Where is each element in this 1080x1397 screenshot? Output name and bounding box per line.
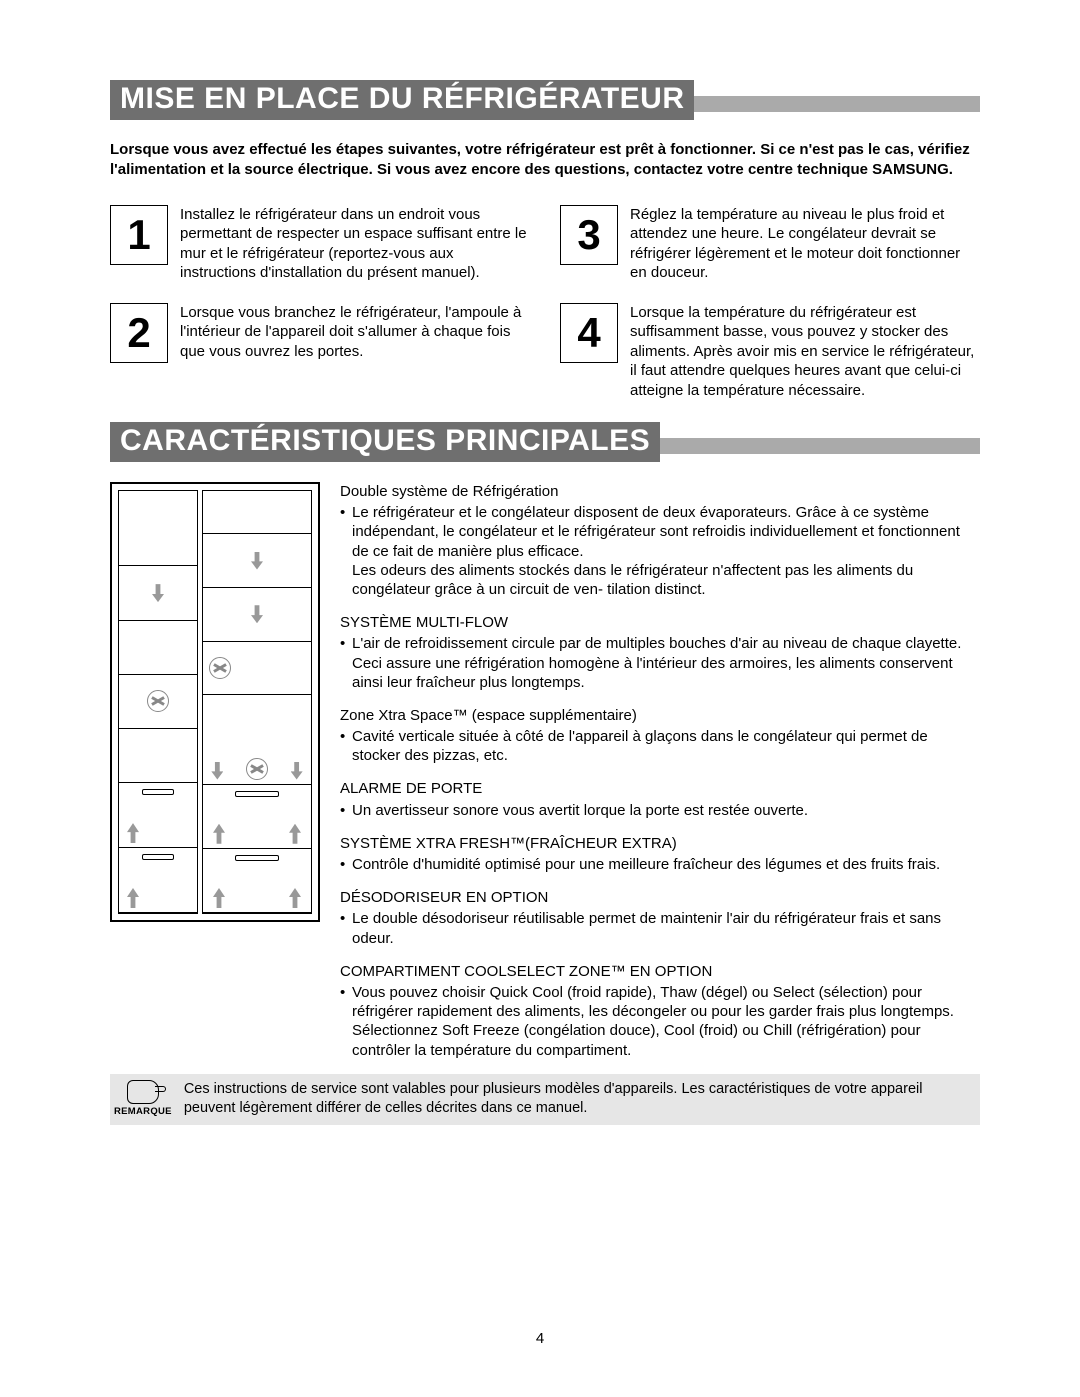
airflow-arrow-down-icon	[211, 762, 223, 780]
fan-icon	[209, 657, 231, 679]
banner-title-setup: MISE EN PLACE DU RÉFRIGÉRATEUR	[110, 80, 694, 120]
step-3: 3 Réglez la température au niveau le plu…	[560, 205, 980, 283]
feature-title: Zone Xtra Space™ (espace supplémentaire)	[340, 706, 980, 725]
feature-title: COMPARTIMENT COOLSELECT ZONE™ EN OPTION	[340, 962, 980, 981]
airflow-arrow-up-icon	[213, 888, 225, 908]
step-text: Lorsque la température du réfrigérateur …	[630, 303, 980, 401]
banner-title-features: CARACTÉRISTIQUES PRINCIPALES	[110, 422, 660, 462]
step-number-box: 3	[560, 205, 618, 265]
intro-paragraph: Lorsque vous avez effectué les étapes su…	[110, 140, 980, 181]
feature-coolselect: COMPARTIMENT COOLSELECT ZONE™ EN OPTION …	[340, 962, 980, 1060]
pointing-hand-icon	[127, 1080, 159, 1104]
bullet-icon: •	[340, 634, 352, 692]
feature-body: Les odeurs des aliments stockés dans le …	[340, 561, 980, 599]
feature-body: Contrôle d'humidité optimisé pour une me…	[352, 855, 940, 874]
feature-multi-flow: SYSTÈME MULTI-FLOW •L'air de refroidisse…	[340, 613, 980, 692]
feature-body: Le réfrigérateur et le congélateur dispo…	[352, 503, 980, 561]
feature-xtra-fresh: SYSTÈME XTRA FRESH™(FRAÎCHEUR EXTRA) •Co…	[340, 834, 980, 874]
feature-deodorizer: DÉSODORISEUR EN OPTION •Le double désodo…	[340, 888, 980, 948]
feature-body: Un avertisseur sonore vous avertit lorqu…	[352, 801, 808, 820]
steps-col-right: 3 Réglez la température au niveau le plu…	[560, 205, 980, 401]
feature-body: Cavité verticale située à côté de l'appa…	[352, 727, 980, 765]
airflow-arrow-up-icon	[213, 824, 225, 844]
step-number-box: 1	[110, 205, 168, 265]
feature-dual-cooling: Double système de Réfrigération •Le réfr…	[340, 482, 980, 599]
section-banner-setup: MISE EN PLACE DU RÉFRIGÉRATEUR	[110, 80, 980, 122]
airflow-arrow-down-icon	[152, 584, 164, 602]
page-number: 4	[0, 1330, 1080, 1347]
bullet-icon: •	[340, 855, 352, 874]
section-banner-features: CARACTÉRISTIQUES PRINCIPALES	[110, 422, 980, 464]
airflow-arrow-down-icon	[251, 552, 263, 570]
bullet-icon: •	[340, 503, 352, 561]
feature-body: Le double désodoriseur réutilisable perm…	[352, 909, 980, 947]
bullet-icon: •	[340, 801, 352, 820]
steps-grid: 1 Installez le réfrigérateur dans un end…	[110, 205, 980, 401]
bullet-icon: •	[340, 909, 352, 947]
step-text: Lorsque vous branchez le réfrigéra­teur,…	[180, 303, 530, 363]
features-wrap: Double système de Réfrigération •Le réfr…	[110, 482, 980, 1066]
feature-body: L'air de refroidissement circule par de …	[352, 634, 980, 692]
airflow-arrow-up-icon	[289, 824, 301, 844]
fan-icon	[147, 690, 169, 712]
fan-icon	[246, 758, 268, 780]
fridge-figure	[110, 482, 320, 1066]
fridge-box	[110, 482, 320, 922]
feature-title: ALARME DE PORTE	[340, 779, 980, 798]
airflow-arrow-down-icon	[291, 762, 303, 780]
remark-box: REMARQUE Ces instructions de service son…	[110, 1074, 980, 1125]
airflow-arrow-up-icon	[127, 823, 139, 843]
step-number-box: 2	[110, 303, 168, 363]
bullet-icon: •	[340, 727, 352, 765]
remark-label: REMARQUE	[114, 1106, 172, 1117]
steps-col-left: 1 Installez le réfrigérateur dans un end…	[110, 205, 530, 401]
freezer-compartment	[118, 490, 198, 914]
feature-xtra-space: Zone Xtra Space™ (espace supplémentaire)…	[340, 706, 980, 766]
feature-title: Double système de Réfrigération	[340, 482, 980, 501]
feature-title: SYSTÈME XTRA FRESH™(FRAÎCHEUR EXTRA)	[340, 834, 980, 853]
step-text: Réglez la température au niveau le plus …	[630, 205, 980, 283]
step-1: 1 Installez le réfrigérateur dans un end…	[110, 205, 530, 283]
airflow-arrow-down-icon	[251, 605, 263, 623]
bullet-icon: •	[340, 983, 352, 1060]
step-4: 4 Lorsque la température du réfrigérateu…	[560, 303, 980, 401]
airflow-arrow-up-icon	[289, 888, 301, 908]
feature-title: SYSTÈME MULTI-FLOW	[340, 613, 980, 632]
features-text-column: Double système de Réfrigération •Le réfr…	[340, 482, 980, 1066]
step-number-box: 4	[560, 303, 618, 363]
remark-icon-block: REMARQUE	[114, 1080, 172, 1117]
remark-text: Ces instructions de service sont valable…	[184, 1080, 970, 1119]
step-2: 2 Lorsque vous branchez le réfrigéra­teu…	[110, 303, 530, 363]
fridge-compartment	[202, 490, 312, 914]
feature-body: Vous pouvez choisir Quick Cool (froid ra…	[352, 983, 980, 1060]
step-text: Installez le réfrigérateur dans un endro…	[180, 205, 530, 283]
feature-door-alarm: ALARME DE PORTE •Un avertisseur sonore v…	[340, 779, 980, 819]
feature-title: DÉSODORISEUR EN OPTION	[340, 888, 980, 907]
airflow-arrow-up-icon	[127, 888, 139, 908]
fridge-inner	[118, 490, 312, 914]
